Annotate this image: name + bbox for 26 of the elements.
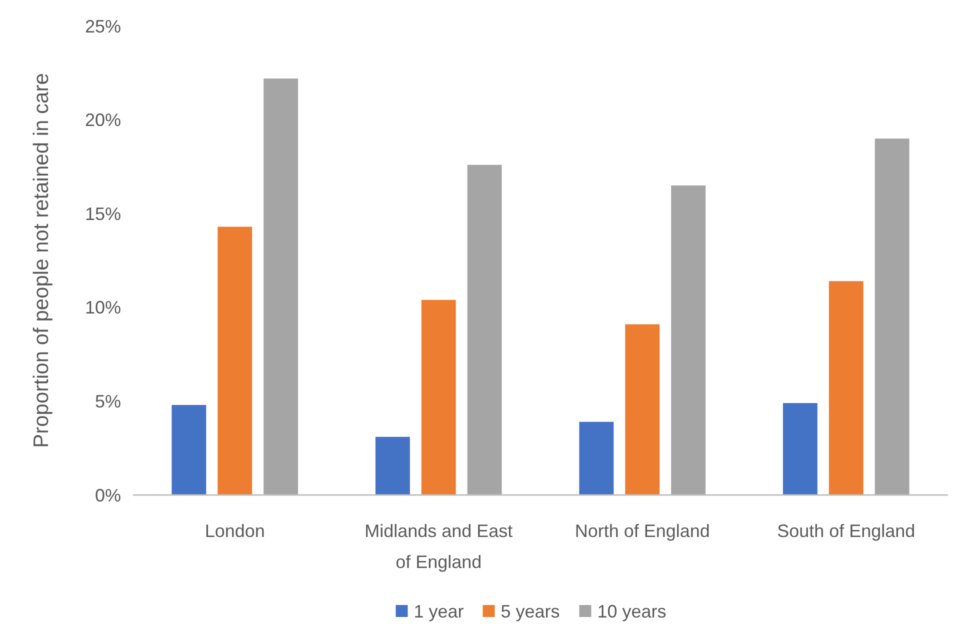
y-tick-label: 20% [84, 110, 121, 130]
bar [218, 226, 252, 495]
bar [264, 78, 298, 495]
bar [375, 436, 410, 495]
bar [874, 138, 910, 495]
x-tick-label: Midlands and East of England [364, 521, 513, 572]
legend-label: 1 year [414, 601, 464, 622]
bar [828, 281, 864, 495]
bar [671, 185, 706, 495]
y-tick-label: 0% [94, 485, 121, 506]
bar [467, 164, 502, 495]
x-tick-label: London [204, 521, 265, 541]
y-tick-label: 25% [84, 16, 121, 36]
bar [625, 324, 660, 495]
bar [782, 403, 818, 495]
bar [172, 404, 206, 495]
y-tick-label: 10% [84, 298, 121, 318]
x-tick-label: North of England [574, 521, 710, 541]
y-tick-label: 15% [84, 204, 121, 224]
x-tick-label: South of England [777, 521, 916, 541]
bar [579, 422, 614, 495]
y-tick-label: 5% [94, 392, 121, 412]
legend-label: 10 years [597, 601, 666, 622]
legend-label: 5 years [500, 601, 560, 622]
y-axis-title: Proportion of people not retained in care [30, 73, 53, 448]
bar [421, 300, 456, 495]
